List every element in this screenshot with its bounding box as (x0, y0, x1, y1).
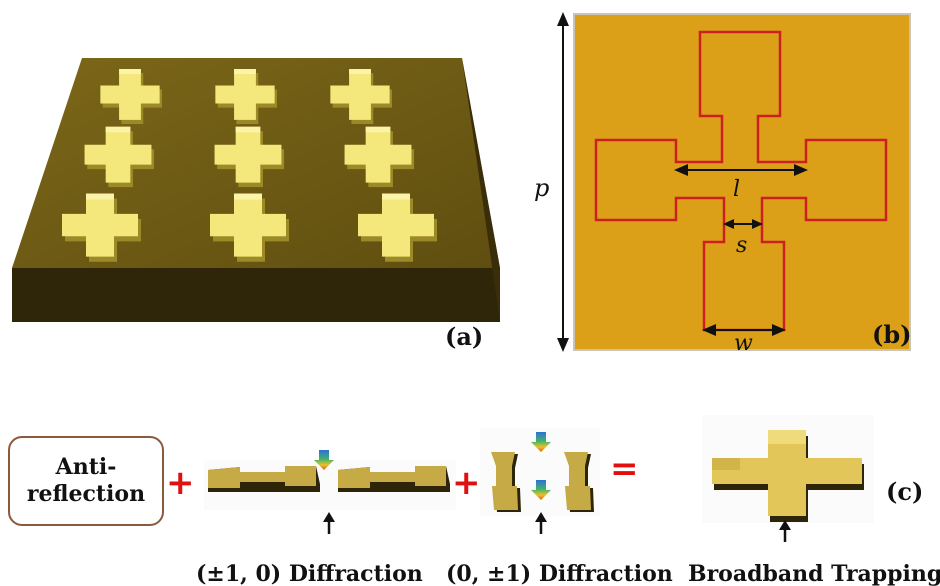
panel-b-label: (b) (872, 320, 912, 349)
panel-c-label: (c) (886, 477, 923, 506)
dimension-s-label: s (736, 233, 747, 258)
anti-reflection-box: Anti- reflection (8, 436, 164, 526)
up-arrow-broadband (779, 520, 791, 542)
dimension-w-label: w (734, 331, 753, 356)
plus-operator-1: + (166, 463, 195, 503)
panel-a-label: (a) (445, 322, 483, 351)
caption-diffraction-y: (0, ±1) Diffraction (446, 561, 673, 586)
up-arrow-y (535, 512, 547, 534)
dimension-s-arrow (723, 219, 763, 229)
caption-diffraction-x: (±1, 0) Diffraction (196, 561, 423, 586)
dimension-w-arrow (702, 324, 786, 336)
plus-operator-2: + (452, 463, 481, 503)
panel-a-crosses (62, 69, 437, 262)
dimension-p-label: p (534, 174, 549, 202)
dimension-l-arrow (674, 164, 808, 176)
unit-cell-background (573, 13, 911, 351)
caption-broadband: Broadband Trapping (688, 561, 940, 586)
dimension-p-arrow (557, 12, 569, 352)
dimension-l-label: l (733, 177, 740, 202)
diffraction-x-bars (204, 450, 456, 510)
broadband-cross (702, 415, 874, 523)
up-arrow-x (323, 512, 335, 534)
equals-operator: = (610, 449, 639, 489)
diffraction-y-bars (480, 428, 600, 516)
